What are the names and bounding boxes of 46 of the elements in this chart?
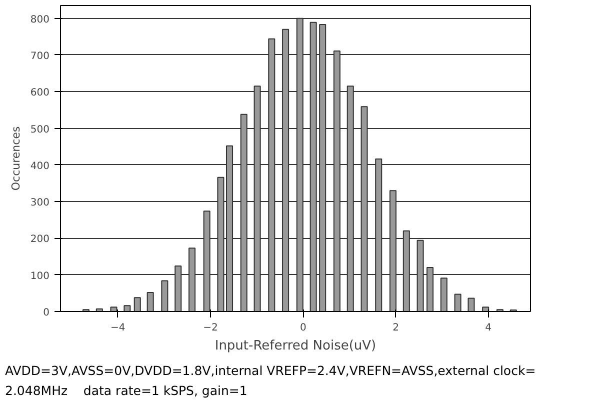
y-tick-label: 800 [30, 14, 50, 26]
y-tick-label: 100 [30, 270, 50, 282]
x-axis-title: Input-Referred Noise(uV) [214, 338, 376, 354]
bar [203, 210, 210, 312]
x-tick-label: −4 [110, 322, 126, 334]
x-tick-label: 2 [392, 322, 399, 334]
bar [319, 24, 326, 312]
y-tick-label: 300 [30, 198, 50, 209]
y-tick-label: 500 [30, 124, 50, 136]
bar [217, 176, 224, 312]
bar [110, 306, 118, 312]
bar [468, 298, 475, 312]
y-axis-title: Occurences [9, 126, 22, 191]
bar [416, 240, 424, 312]
bar [440, 278, 448, 312]
bar [296, 18, 304, 312]
bar [161, 280, 168, 312]
bar [240, 114, 248, 312]
bar [375, 158, 382, 312]
bar [426, 267, 434, 312]
bar [174, 266, 182, 312]
y-tick-label: 400 [30, 160, 50, 172]
bar [333, 50, 340, 312]
bar [389, 190, 396, 312]
bar [268, 38, 276, 312]
bar [402, 230, 410, 312]
text: AVDD=3V,AVSS=0V,DVDD=1.8V,internal VREFP=2.4V,VREFN=AVSS,external clock= [5, 363, 536, 378]
bar [454, 294, 462, 312]
bar [346, 86, 354, 312]
bar [146, 292, 154, 312]
bar [310, 22, 317, 312]
bar [134, 297, 141, 312]
bar [282, 28, 290, 312]
y-tick-label: 200 [30, 234, 50, 246]
bar [124, 305, 131, 312]
bar [254, 86, 261, 312]
x-tick-label: 0 [300, 322, 306, 334]
x-tick-label: −2 [203, 322, 218, 334]
y-tick-label: 0 [43, 308, 50, 318]
text: 2.048MHz data rate=1 kSPS, gain=1 [5, 383, 248, 398]
x-tick-label: 4 [485, 322, 492, 334]
y-tick-label: 600 [30, 88, 50, 99]
bar [226, 145, 234, 312]
y-tick-label: 700 [30, 50, 50, 62]
bar [360, 106, 368, 312]
bar [188, 248, 196, 312]
